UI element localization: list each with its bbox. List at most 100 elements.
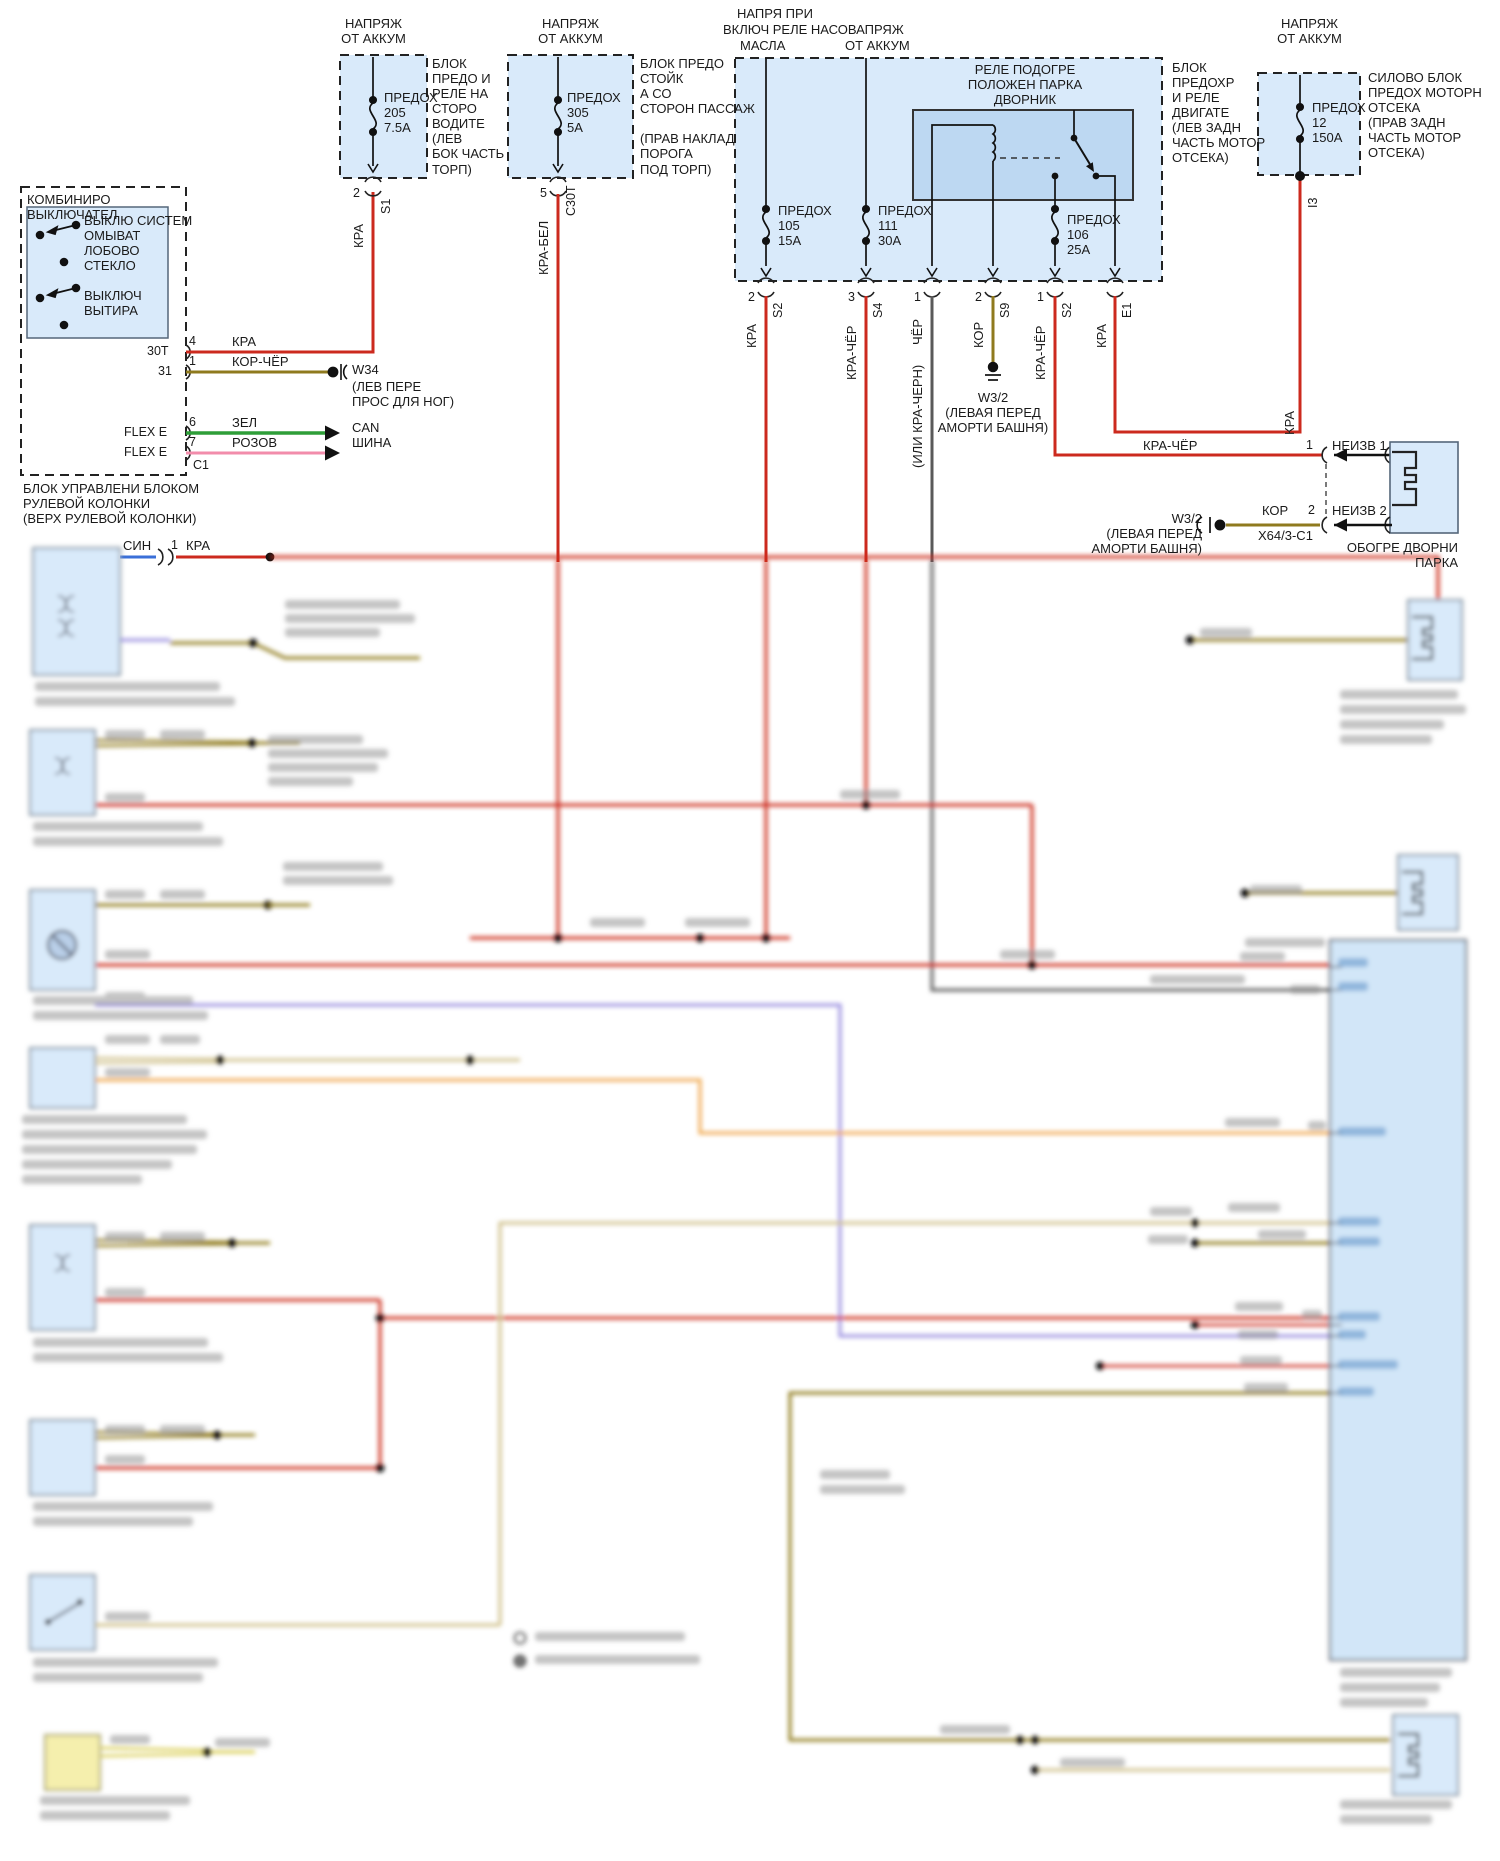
fuse-111-label: ПРЕДОХ 111 30А: [878, 203, 932, 249]
wire-kra-s1: [186, 192, 375, 354]
feed3-title: НАПРЯЖ ОТ АККУМ: [1277, 16, 1342, 47]
pin-7: 7: [189, 435, 196, 449]
feed1-note: БЛОК ПРЕДО И РЕЛЕ НА СТОРО ВОДИТЕ (ЛЕВ Б…: [432, 56, 505, 177]
feed3-wire: КРА: [1282, 410, 1297, 435]
w34-note: (ЛЕВ ПЕРЕ ПРОС ДЛЯ НОГ): [352, 379, 455, 410]
feed3-pin: I3: [1306, 197, 1320, 208]
exit4-pin: 2: [975, 290, 982, 304]
pin-4-name: 30Т: [147, 344, 169, 358]
exit1-wire: КРА: [744, 323, 759, 348]
feed2-pin: 5: [540, 186, 547, 200]
ground2-label: W3/2 (ЛЕВАЯ ПЕРЕД АМОРТИ БАШНЯ): [1090, 511, 1202, 556]
exit1-pin: 2: [748, 290, 755, 304]
feed2-note: БЛОК ПРЕДО СТОЙК А СО СТОРОН ПАССАЖ (ПРА…: [640, 56, 755, 177]
x64-pin1: 1: [1306, 438, 1313, 452]
wiper-switch-label: ВЫКЛЮЧ ВЫТИРА: [84, 288, 142, 319]
fuse-305-label: ПРЕДОХ 305 5А: [567, 90, 621, 136]
ground1-label: W3/2 (ЛЕВАЯ ПЕРЕД АМОРТИ БАШНЯ): [925, 390, 1061, 435]
heater-block: [1389, 441, 1459, 534]
exit2-pin: 3: [848, 290, 855, 304]
exit5-pin: 1: [1037, 290, 1044, 304]
splice-i3: [1295, 171, 1305, 181]
fuse-305-icon: [552, 57, 564, 174]
pin-1-name: 31: [158, 364, 172, 378]
fuse-205-icon: [367, 57, 379, 174]
exit6-conn: E1: [1120, 302, 1134, 318]
feed2-conn: C30T: [564, 185, 578, 216]
relay-top-label-4: ОТ АККУМ: [845, 38, 910, 53]
connector-c1-label: C1: [193, 458, 209, 472]
wire-kra-cher-heater: [1053, 296, 1322, 457]
blurred-diagram-region: [22, 547, 1467, 1824]
can-bus-label: CAN ШИНА: [352, 420, 392, 451]
exit5-wire: КРА-ЧЁР: [1033, 325, 1048, 380]
sin-pin: 1: [171, 538, 178, 552]
fuse-106-icon: [1050, 204, 1060, 266]
pin-4: 4: [189, 334, 196, 348]
pin-6: 6: [189, 415, 196, 429]
connector-arrow-icon: [1334, 448, 1347, 462]
exit6-wire: КРА: [1094, 323, 1109, 348]
wire-label-kra: КРА: [232, 334, 257, 349]
relay-note: БЛОК ПРЕДОХР И РЕЛЕ ДВИГАТЕ (ЛЕВ ЗАДН ЧА…: [1172, 60, 1266, 166]
x64-neizv2: НЕИЗВ 2: [1332, 503, 1387, 518]
exit5-conn: S2: [1060, 302, 1074, 318]
pin-6-name: FLEX E: [124, 425, 168, 439]
relay-inner-box: [912, 109, 1134, 201]
x64-id: X64/3-C1: [1258, 528, 1313, 543]
exit3-pin: 1: [914, 290, 921, 304]
sin-kra-label: КРА: [186, 538, 211, 553]
connector-pin1-icon: [157, 548, 174, 566]
relay-top-label-3: МАСЛА: [740, 38, 786, 53]
connector-s1-icon: [364, 176, 382, 197]
sin-label: СИН: [123, 538, 152, 553]
exit4-conn: S9: [998, 302, 1012, 318]
can-arrow-icon: [325, 425, 340, 441]
feed1-conn: S1: [379, 198, 393, 214]
feed2-title: НАПРЯЖ ОТ АККУМ: [538, 16, 603, 47]
exit2-conn: S4: [871, 302, 885, 318]
washer-switch-label: ВЫКЛЮ СИСТЕМ ОМЫВАТ ЛОБОВО СТЕКЛО: [84, 213, 193, 274]
fuse-105-label: ПРЕДОХ 105 15А: [778, 203, 832, 249]
relay-top-label-1: НАПРЯ ПРИ: [737, 6, 814, 21]
x64-neizv1: НЕИЗВ 1: [1332, 438, 1387, 453]
feed3-note: СИЛОВО БЛОК ПРЕДОХ МОТОРН ОТСЕКА (ПРАВ З…: [1368, 70, 1482, 161]
x64-wire2-label: КОР: [1262, 503, 1289, 518]
washer-switch-icon: [35, 220, 81, 267]
pin-1: 1: [189, 354, 196, 368]
can-arrow-icon: [325, 445, 340, 461]
ground2-note: (ЛЕВАЯ ПЕРЕД АМОРТИ БАШНЯ): [1091, 526, 1202, 557]
fuse-105-icon: [761, 204, 771, 266]
combo-switch-caption: БЛОК УПРАВЛЕНИ БЛОКОМ РУЛЕВОЙ КОЛОНКИ (В…: [23, 481, 200, 527]
wire-kra-e1: [1113, 180, 1302, 434]
relay-title: РЕЛЕ ПОДОГРЕ ПОЛОЖЕН ПАРКА ДВОРНИК: [967, 62, 1083, 108]
fuse-205-label: ПРЕДОХ 205 7.5А: [384, 90, 438, 136]
exit3-wire-alt: (ИЛИ КРА-ЧЕРН): [910, 364, 925, 468]
x64-wire1-label: КРА-ЧЁР: [1143, 438, 1198, 453]
feed1-title: НАПРЯЖ ОТ АККУМ: [341, 16, 406, 47]
w34-ground-icon: [327, 364, 348, 380]
connector-arrow-icon: [1334, 518, 1347, 532]
ground-w32b-icon: [1196, 516, 1226, 534]
combo-switch-title: КОМБИНИРО ВЫКЛЮЧАТЕЛ: [27, 192, 118, 223]
wire-label-zel: ЗЕЛ: [232, 415, 258, 430]
feed1-pin: 2: [353, 186, 360, 200]
fuse-12-icon: [1295, 75, 1305, 172]
wire-label-rozov: РОЗОВ: [232, 435, 277, 450]
exit1-conn: S2: [771, 302, 785, 318]
wire-label-kor-cher: КОР-ЧЁР: [232, 354, 289, 369]
pin-7-name: FLEX E: [124, 445, 168, 459]
ground1-note: (ЛЕВАЯ ПЕРЕД АМОРТИ БАШНЯ): [937, 405, 1049, 436]
fuse-111-icon: [861, 204, 871, 266]
exit4-wire: КОР: [971, 321, 986, 348]
exit2-wire: КРА-ЧЁР: [844, 325, 859, 380]
heater-element-icon: [1392, 450, 1418, 507]
relay-coil-icon: [931, 124, 997, 266]
exit3-wire: ЧЁР: [910, 318, 925, 345]
wiper-switch-icon: [35, 283, 81, 330]
ground2-id: W3/2: [1171, 511, 1202, 526]
relay-switch-icon: [1000, 110, 1116, 266]
fuse-106-label: ПРЕДОХ 106 25А: [1067, 212, 1121, 258]
